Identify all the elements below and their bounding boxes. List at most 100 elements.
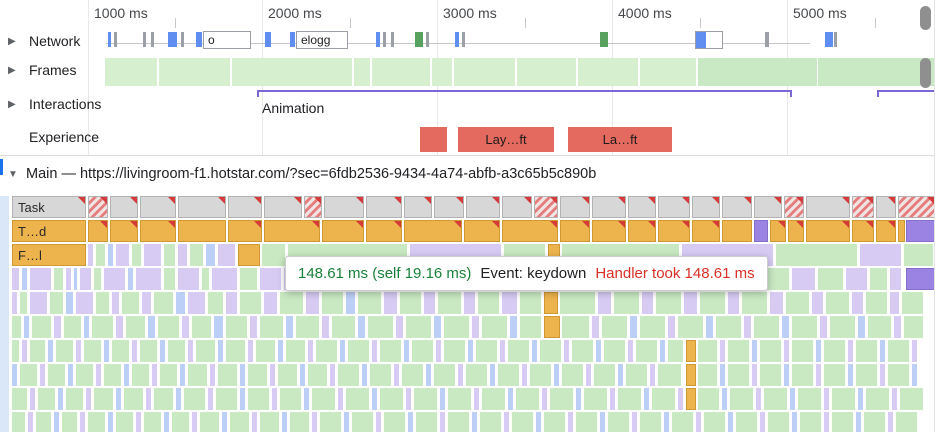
flame-bar[interactable]: [894, 316, 902, 338]
network-request[interactable]: [600, 32, 608, 47]
scrollbar-thumb[interactable]: [920, 58, 931, 88]
flame-bar[interactable]: [626, 364, 648, 386]
flame-bar[interactable]: [672, 412, 694, 432]
flame-bar[interactable]: [870, 268, 888, 290]
flame-bar[interactable]: [600, 412, 606, 432]
flame-bar[interactable]: [510, 316, 518, 338]
flame-bar[interactable]: [406, 316, 432, 338]
flame-bar[interactable]: [764, 268, 790, 290]
flame-bar[interactable]: [812, 292, 824, 314]
flame-bar[interactable]: [784, 340, 790, 362]
flame-bar[interactable]: [76, 292, 94, 314]
flame-bar[interactable]: [248, 388, 270, 410]
flame-bar[interactable]: [436, 340, 442, 362]
flame-bar[interactable]: [38, 388, 56, 410]
flame-bar[interactable]: [290, 412, 310, 432]
network-request[interactable]: [462, 32, 465, 47]
flame-bar[interactable]: [20, 292, 28, 314]
flame-bar[interactable]: [136, 412, 142, 432]
interaction-bracket[interactable]: [877, 90, 934, 97]
flame-bar[interactable]: [786, 292, 810, 314]
flame-bar[interactable]: [86, 388, 92, 410]
flame-bar[interactable]: [54, 268, 64, 290]
task-bar[interactable]: [88, 196, 108, 218]
chevron-right-icon[interactable]: ▶: [8, 98, 16, 110]
flame-bar[interactable]: [902, 292, 924, 314]
flame-bar[interactable]: [686, 364, 696, 386]
flame-bar[interactable]: [260, 268, 282, 290]
flame-bar[interactable]: [208, 292, 224, 314]
flame-bar[interactable]: [116, 244, 130, 266]
flame-bar[interactable]: [260, 316, 284, 338]
flame-bar[interactable]: [12, 220, 86, 242]
flame-bar[interactable]: [126, 316, 146, 338]
flame-bar[interactable]: [754, 220, 768, 242]
frame-strip[interactable]: [159, 58, 230, 86]
flame-bar[interactable]: [508, 340, 530, 362]
flame-bar[interactable]: [188, 364, 208, 386]
flame-bar[interactable]: [376, 412, 382, 432]
flame-bar[interactable]: [154, 292, 174, 314]
flame-bar[interactable]: [108, 244, 114, 266]
flame-bar[interactable]: [278, 364, 298, 386]
flame-bar[interactable]: [348, 340, 370, 362]
flame-bar[interactable]: [856, 364, 878, 386]
task-bar[interactable]: [466, 196, 500, 218]
flame-bar[interactable]: [94, 388, 114, 410]
network-request[interactable]: [181, 32, 184, 47]
flame-bar[interactable]: [168, 340, 186, 362]
flame-bar[interactable]: [564, 340, 570, 362]
frame-strip[interactable]: [640, 58, 696, 86]
flame-bar[interactable]: [904, 244, 934, 266]
flame-bar[interactable]: [200, 412, 220, 432]
flame-bar[interactable]: [482, 316, 508, 338]
flame-bar[interactable]: [536, 412, 542, 432]
task-bar[interactable]: [304, 196, 322, 218]
flame-bar[interactable]: [316, 340, 338, 362]
flame-bar[interactable]: [122, 292, 140, 314]
flame-bar[interactable]: [480, 412, 502, 432]
flame-bar[interactable]: [380, 340, 402, 362]
task-bar[interactable]: [434, 196, 464, 218]
network-request[interactable]: [426, 32, 429, 47]
flame-bar[interactable]: [444, 316, 470, 338]
flame-bar[interactable]: [604, 340, 626, 362]
flame-bar[interactable]: [196, 340, 216, 362]
flame-bar[interactable]: [152, 364, 158, 386]
task-bar[interactable]: [628, 196, 656, 218]
flame-bar[interactable]: [824, 364, 846, 386]
flame-bar[interactable]: [658, 364, 682, 386]
flame-bar[interactable]: [12, 388, 28, 410]
flame-bar[interactable]: [628, 340, 634, 362]
flame-bar[interactable]: [30, 388, 36, 410]
experience-block[interactable]: [420, 127, 447, 152]
flame-bar[interactable]: [12, 268, 20, 290]
flame-bar[interactable]: [92, 316, 114, 338]
flame-bar[interactable]: [520, 316, 542, 338]
flame-bar[interactable]: [88, 244, 94, 266]
flame-bar[interactable]: [358, 316, 366, 338]
flame-bar[interactable]: [12, 340, 20, 362]
flame-bar[interactable]: [240, 292, 262, 314]
flame-bar[interactable]: [522, 364, 528, 386]
flame-bar[interactable]: [74, 268, 78, 290]
flame-bar[interactable]: [112, 292, 120, 314]
frame-strip[interactable]: [372, 58, 430, 86]
flame-bar[interactable]: [736, 412, 758, 432]
flame-bar[interactable]: [414, 388, 438, 410]
flame-bar[interactable]: [696, 412, 702, 432]
flame-bar[interactable]: [308, 364, 328, 386]
task-bar[interactable]: [852, 196, 874, 218]
flame-bar[interactable]: [424, 292, 436, 314]
flame-bar[interactable]: [498, 364, 520, 386]
flame-bar[interactable]: [256, 340, 276, 362]
flame-bar[interactable]: [912, 364, 918, 386]
flame-bar[interactable]: [644, 388, 650, 410]
task-bar[interactable]: [876, 196, 896, 218]
flame-bar[interactable]: [824, 388, 830, 410]
flame-bar[interactable]: [20, 364, 38, 386]
flame-bar[interactable]: [54, 316, 62, 338]
flame-bar[interactable]: [824, 412, 830, 432]
flame-bar[interactable]: [22, 340, 28, 362]
flame-bar[interactable]: [880, 340, 886, 362]
